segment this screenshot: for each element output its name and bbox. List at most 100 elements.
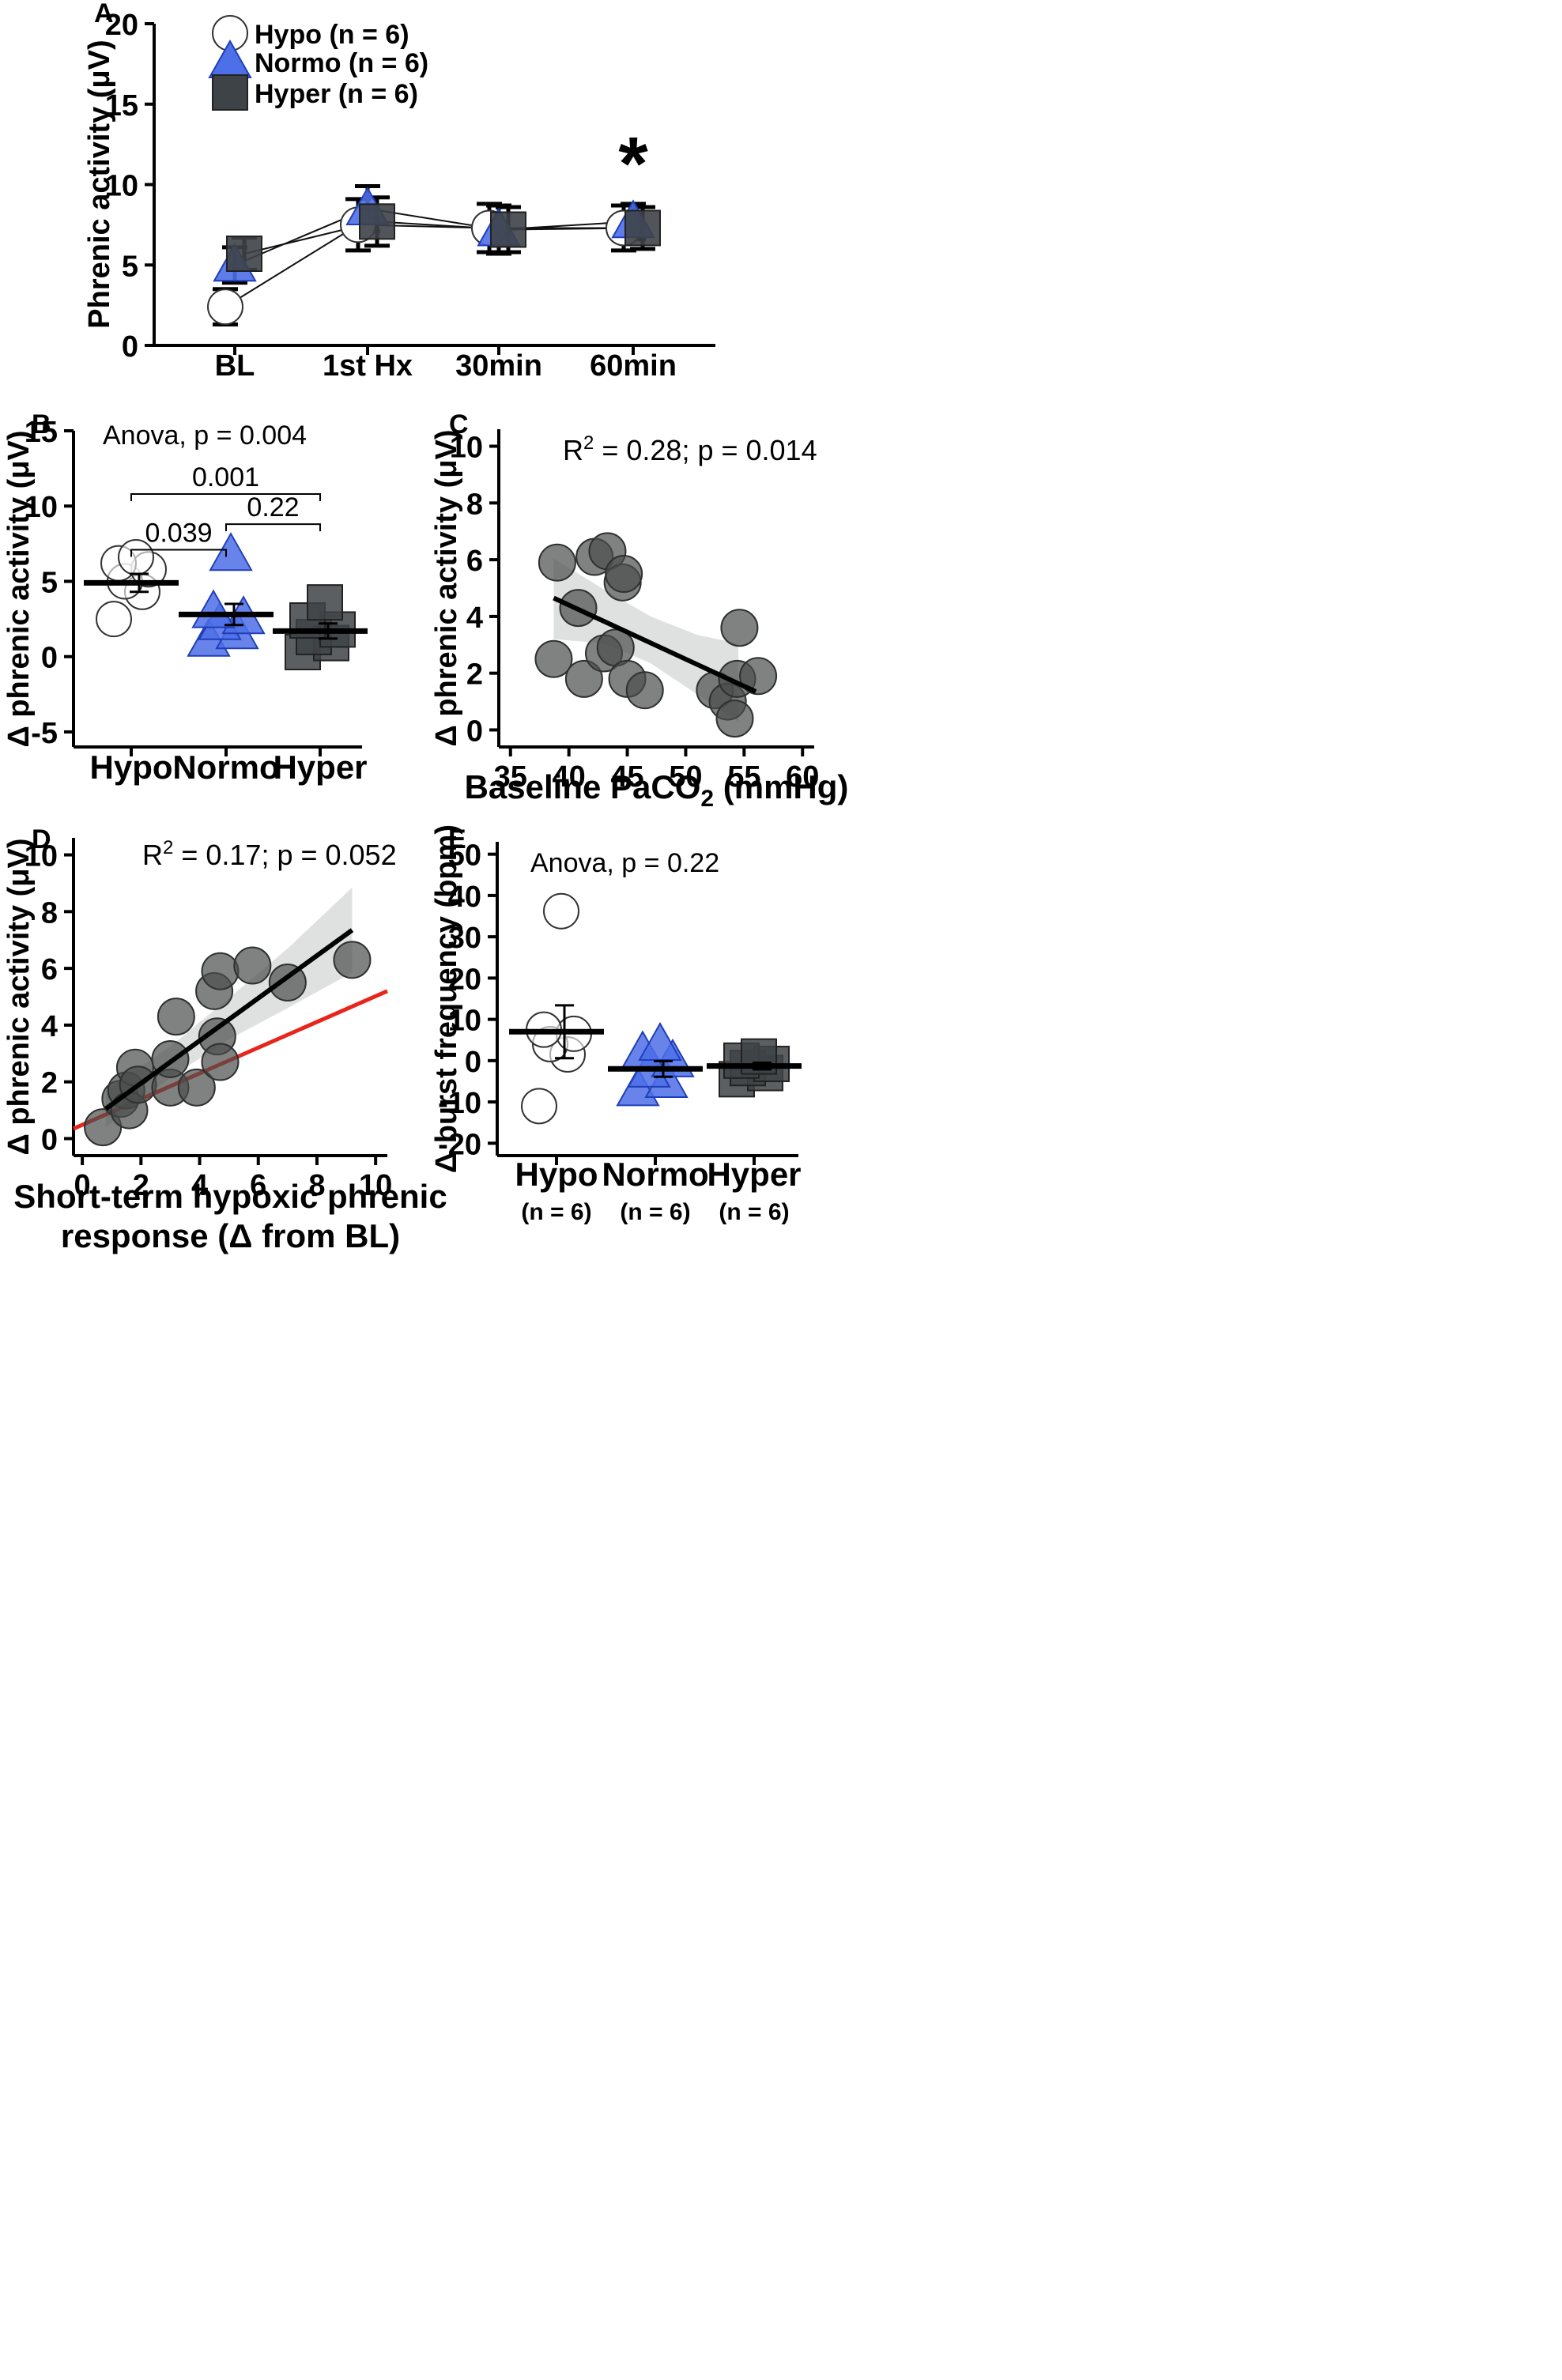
panel-c: C 0 2 4 6 8 10 35 40 45 50 55 60 Δ phrenic activity (… bbox=[430, 409, 848, 812]
x-tick-label: Hypo bbox=[515, 1156, 598, 1193]
x-tick-label: Hypo bbox=[90, 749, 173, 786]
x-tick-label: 0 bbox=[74, 1169, 91, 1202]
chart-title: Anova, p = 0.22 bbox=[530, 848, 719, 878]
x-tick-label: 8 bbox=[308, 1169, 325, 1202]
x-tick-label: 1st Hx bbox=[323, 349, 413, 383]
data-point bbox=[564, 659, 603, 698]
y-tick-label: 15 bbox=[105, 89, 138, 123]
y-axis-label: Phrenic activity (μV) bbox=[83, 40, 116, 328]
y-tick-label: 10 bbox=[105, 170, 138, 203]
data-point bbox=[521, 1088, 557, 1125]
panel-letter: A bbox=[94, 0, 114, 28]
panel-a: A 0 5 10 15 20 BL 1st Hx 30min 60min Phrenic activ… bbox=[83, 0, 715, 383]
comparison-bracket bbox=[225, 523, 321, 532]
regression-line bbox=[553, 595, 757, 694]
data-point bbox=[624, 209, 661, 247]
comparison-bracket bbox=[130, 549, 227, 557]
y-tick-label: 4 bbox=[41, 1010, 58, 1043]
comparison-p-value: 0.039 bbox=[145, 518, 212, 548]
y-tick-label: 5 bbox=[41, 566, 58, 599]
data-point bbox=[177, 1068, 216, 1107]
x-tick-label: 60min bbox=[590, 349, 677, 383]
legend-label: Hypo (n = 6) bbox=[255, 20, 409, 50]
y-tick-label: 0 bbox=[41, 1123, 58, 1156]
x-tick-label: 2 bbox=[133, 1169, 149, 1202]
y-tick-label: 6 bbox=[41, 953, 58, 986]
panel-letter: D bbox=[32, 824, 51, 854]
y-tick-label: -5 bbox=[31, 717, 58, 750]
comparison-p-value: 0.22 bbox=[247, 492, 299, 522]
data-point bbox=[307, 584, 343, 621]
chart-title-r: R bbox=[142, 839, 163, 871]
y-tick-label: 0 bbox=[41, 642, 58, 675]
y-tick-label: 4 bbox=[466, 602, 483, 635]
x-tick-sublabel: (n = 6) bbox=[719, 1199, 789, 1225]
y-tick-label: 0 bbox=[122, 330, 138, 364]
data-point bbox=[157, 998, 195, 1036]
x-tick-label: 4 bbox=[191, 1169, 208, 1202]
y-tick-label: 8 bbox=[466, 488, 483, 521]
chart-title: R2 = 0.17; p = 0.052 bbox=[142, 837, 397, 871]
chart-title-superscript: 2 bbox=[163, 837, 173, 858]
y-tick-label: 8 bbox=[41, 896, 58, 930]
x-tick-sublabel: (n = 6) bbox=[620, 1199, 690, 1225]
y-tick-label: 2 bbox=[466, 658, 483, 692]
legend-label: Hyper (n = 6) bbox=[255, 79, 418, 109]
x-tick-label: Normo bbox=[602, 1156, 708, 1193]
y-tick-label: 15 bbox=[25, 416, 58, 449]
series-line bbox=[224, 224, 624, 308]
x-tick-label: 30min bbox=[455, 349, 542, 383]
y-tick-label: 10 bbox=[448, 1005, 481, 1038]
x-tick-label: BL bbox=[215, 349, 255, 383]
series-line bbox=[234, 207, 634, 266]
x-axis-label: Baseline PaCO2 (mmHg) bbox=[465, 768, 849, 812]
x-axis-label-subscript: 2 bbox=[700, 786, 714, 812]
x-tick-label: Hyper bbox=[273, 749, 367, 786]
y-tick-label: 5 bbox=[122, 250, 138, 283]
y-tick-label: 10 bbox=[25, 491, 58, 524]
y-tick-label: 6 bbox=[466, 545, 483, 578]
x-axis-label-tail: (mmHg) bbox=[714, 768, 848, 805]
panel-letter: C bbox=[449, 409, 469, 439]
panel-letter: B bbox=[32, 409, 51, 439]
data-point bbox=[715, 700, 754, 738]
chart-title-r: R bbox=[563, 434, 583, 466]
data-point bbox=[359, 203, 395, 240]
x-tick-label: 6 bbox=[250, 1169, 266, 1202]
chart-title-rest: = 0.28; p = 0.014 bbox=[594, 434, 817, 466]
y-tick-label: -20 bbox=[438, 1128, 481, 1161]
data-point bbox=[201, 952, 240, 990]
chart-title: Anova, p = 0.004 bbox=[103, 421, 307, 451]
data-point bbox=[538, 543, 576, 582]
data-point bbox=[191, 589, 236, 628]
y-tick-label: 2 bbox=[41, 1067, 58, 1100]
data-point bbox=[625, 671, 664, 710]
data-point bbox=[543, 892, 579, 930]
data-point bbox=[333, 941, 372, 979]
y-tick-label: 10 bbox=[25, 840, 58, 873]
y-tick-label: 50 bbox=[448, 839, 481, 873]
data-point bbox=[207, 289, 243, 326]
y-tick-label: 30 bbox=[448, 922, 481, 955]
comparison-p-value: 0.001 bbox=[192, 462, 259, 492]
panel-e: E -20 -10 0 10 20 30 40 50 Hypo (n = 6) Normo (n = 6… bbox=[430, 824, 802, 1225]
y-axis-label: Δ phrenic activity (μV) bbox=[430, 429, 463, 746]
data-point bbox=[233, 946, 272, 985]
x-tick-sublabel: (n = 6) bbox=[521, 1199, 591, 1225]
data-point bbox=[534, 639, 573, 678]
data-point bbox=[739, 657, 778, 696]
x-tick-label: 35 bbox=[494, 760, 527, 794]
x-tick-label: 60 bbox=[786, 760, 819, 794]
chart-title: R2 = 0.28; p = 0.014 bbox=[563, 432, 817, 466]
panel-letter: E bbox=[448, 824, 466, 854]
x-tick-label: Hyper bbox=[707, 1156, 801, 1193]
x-axis-label: Short-term hypoxic phrenic bbox=[13, 1178, 447, 1215]
y-tick-label: 20 bbox=[448, 963, 481, 996]
y-tick-label: 0 bbox=[465, 1046, 481, 1079]
significance-star: * bbox=[618, 122, 648, 206]
regression-line bbox=[104, 928, 354, 1111]
legend-marker bbox=[208, 39, 252, 78]
